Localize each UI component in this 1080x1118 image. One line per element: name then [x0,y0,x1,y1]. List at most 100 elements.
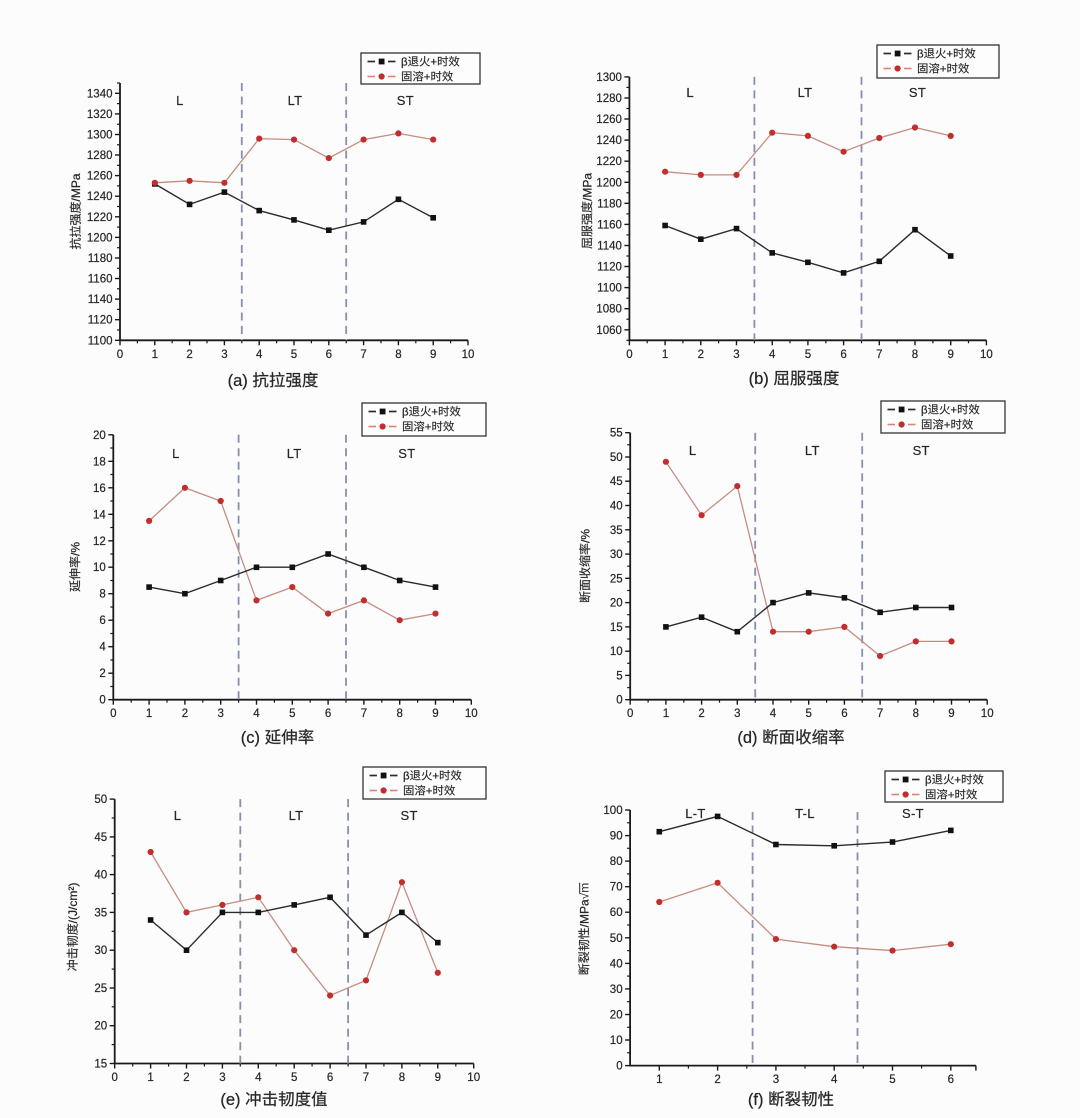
svg-text:40: 40 [94,870,107,882]
svg-text:12: 12 [93,536,106,548]
svg-text:3: 3 [733,349,739,361]
svg-text:45: 45 [94,832,107,844]
svg-text:0: 0 [111,1072,117,1084]
svg-text:1080: 1080 [596,304,622,316]
svg-text:+: + [426,786,433,798]
svg-text:1: 1 [663,708,669,720]
svg-text:10: 10 [462,349,475,361]
svg-text:20: 20 [94,1021,107,1033]
svg-text:9: 9 [435,1072,441,1084]
svg-text:90: 90 [610,831,623,843]
svg-text:5: 5 [616,670,622,682]
svg-text:1: 1 [152,349,158,361]
svg-text:5: 5 [889,1074,895,1086]
svg-text:2: 2 [714,1074,720,1086]
svg-text:0: 0 [110,708,116,720]
svg-text:LT: LT [805,443,820,458]
svg-text:40: 40 [610,958,623,970]
svg-text:+: + [425,422,432,434]
svg-text:6: 6 [948,1074,954,1086]
svg-text:100: 100 [603,805,622,817]
svg-text:+: + [948,790,955,802]
svg-text:9: 9 [948,708,954,720]
svg-text:1240: 1240 [596,135,622,147]
svg-text:0: 0 [99,695,105,707]
svg-text:1160: 1160 [88,274,113,286]
svg-text:+: + [944,420,951,432]
svg-text:4: 4 [253,708,260,720]
svg-text:5: 5 [805,708,811,720]
svg-text:35: 35 [94,907,107,919]
svg-text:6: 6 [325,708,331,720]
svg-text:9: 9 [432,708,438,720]
svg-text:ST: ST [913,443,930,458]
svg-text:80: 80 [610,856,623,868]
svg-text:ST: ST [400,808,417,823]
svg-text:5: 5 [291,349,297,361]
svg-text:1060: 1060 [596,325,622,337]
svg-text:25: 25 [610,573,623,585]
svg-text:8: 8 [395,349,401,361]
svg-text:(b): (b) [749,370,769,388]
svg-text:8: 8 [396,708,402,720]
svg-text:1280: 1280 [87,150,113,162]
svg-text:7: 7 [361,708,367,720]
svg-text:1220: 1220 [87,212,113,224]
svg-text:+: + [430,57,437,69]
svg-text:+: + [940,64,947,76]
svg-text:30: 30 [610,984,623,996]
svg-text:20: 20 [93,430,106,442]
svg-text:β: β [403,771,410,783]
svg-text:L: L [176,93,184,108]
svg-text:LT: LT [287,446,302,461]
svg-text:8: 8 [912,349,918,361]
svg-text:ST: ST [909,85,926,100]
svg-text:4: 4 [255,1072,262,1084]
svg-text:1320: 1320 [87,109,113,121]
svg-text:6: 6 [840,349,846,361]
svg-text:1: 1 [662,349,668,361]
svg-text:6: 6 [326,349,332,361]
svg-text:1: 1 [656,1074,662,1086]
svg-text:40: 40 [610,501,623,513]
svg-text:/MPa: /MPa [580,173,594,201]
svg-text:ST: ST [398,446,415,461]
svg-text:1180: 1180 [597,198,622,210]
svg-text:10: 10 [465,708,478,720]
svg-text:35: 35 [610,525,623,537]
svg-text:7: 7 [360,349,366,361]
svg-text:1: 1 [147,1072,153,1084]
svg-text:1260: 1260 [87,171,113,183]
svg-text:2: 2 [99,668,105,680]
svg-text:2: 2 [183,1072,189,1084]
svg-text:7: 7 [363,1072,369,1084]
svg-text:5: 5 [291,1072,297,1084]
svg-text:9: 9 [430,349,436,361]
svg-text:1200: 1200 [87,232,113,244]
svg-text:9: 9 [947,349,953,361]
svg-text:3: 3 [773,1074,779,1086]
svg-text:5: 5 [805,349,811,361]
svg-text:16: 16 [93,483,106,495]
svg-text:0: 0 [616,1061,622,1073]
svg-text:L: L [172,446,180,461]
svg-text:/%: /% [68,542,82,556]
svg-text:4: 4 [831,1074,838,1086]
svg-text:1260: 1260 [596,114,622,126]
svg-text:LT: LT [288,93,303,108]
svg-text:β: β [921,405,928,417]
svg-text:2: 2 [698,708,704,720]
svg-text:+: + [432,771,439,783]
svg-text:8: 8 [99,589,105,601]
svg-text:1160: 1160 [597,219,622,231]
svg-text:3: 3 [734,708,740,720]
svg-text:1220: 1220 [596,156,622,168]
svg-text:0: 0 [616,695,622,707]
svg-text:1140: 1140 [597,241,622,253]
svg-text:(d): (d) [737,729,757,747]
svg-text:1280: 1280 [596,93,622,105]
svg-text:+: + [424,72,431,84]
svg-text:1340: 1340 [87,88,113,100]
svg-text:30: 30 [94,945,107,957]
svg-text:30: 30 [610,549,623,561]
